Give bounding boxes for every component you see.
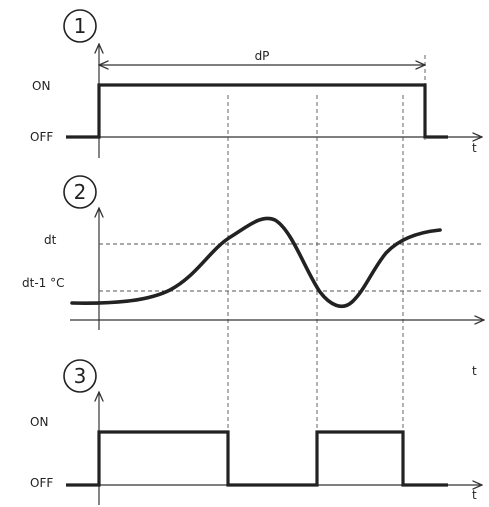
panel-3-number-circle <box>63 359 97 393</box>
panel-3-off-label: OFF <box>30 476 53 490</box>
dt1-label: dt-1 °C <box>22 276 64 290</box>
panel-1-off-label: OFF <box>30 130 53 144</box>
panel-2-number-circle <box>63 175 97 209</box>
panel-3-signal <box>66 430 448 487</box>
panel-1-signal <box>66 83 448 139</box>
panel-3: 3 t ON OFF t <box>30 359 482 505</box>
dt-label: dt <box>44 233 57 247</box>
dp-label: dP <box>255 49 270 63</box>
panel-1-number-circle <box>63 9 97 43</box>
panel-3-on-label: ON <box>30 415 48 429</box>
panel-2-number: 2 <box>74 180 87 204</box>
panel-1: 1 ON OFF t dP <box>30 9 482 158</box>
panel-1-on-label: ON <box>32 79 50 93</box>
panel-2: 2 dt dt-1 °C <box>22 175 484 330</box>
panel-1-number: 1 <box>74 14 87 38</box>
panel-3-t-label: t <box>472 488 477 502</box>
temperature-curve <box>70 216 442 309</box>
panel-3-t-label-top: t <box>472 364 477 378</box>
panel-1-t-label: t <box>472 141 477 155</box>
panel-3-number: 3 <box>74 364 87 388</box>
